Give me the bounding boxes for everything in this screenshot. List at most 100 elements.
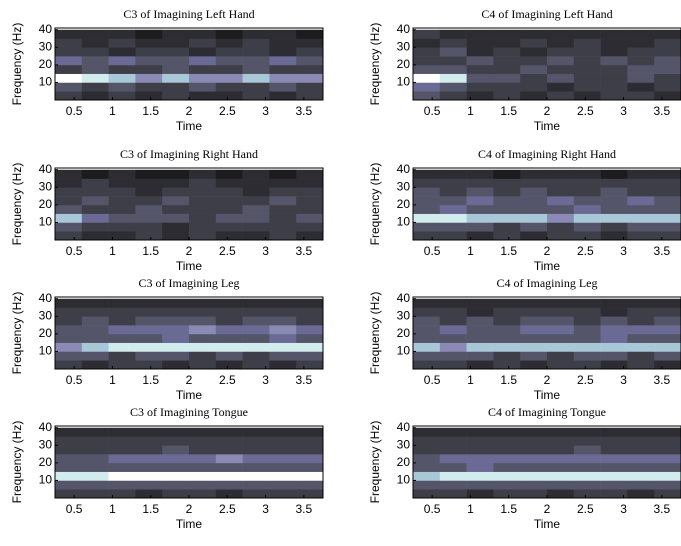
cell bbox=[654, 169, 681, 179]
cell bbox=[573, 73, 601, 83]
cell bbox=[600, 316, 628, 326]
x-tick-label: 2 bbox=[186, 373, 193, 387]
cell bbox=[413, 196, 441, 206]
cell bbox=[573, 480, 601, 490]
cell bbox=[269, 333, 297, 343]
cell bbox=[573, 196, 601, 206]
cell bbox=[108, 342, 136, 352]
cell bbox=[189, 436, 217, 446]
cell bbox=[215, 462, 243, 472]
cell bbox=[547, 178, 575, 188]
cell bbox=[573, 187, 601, 197]
cell bbox=[520, 333, 548, 343]
cell bbox=[439, 213, 467, 223]
cell bbox=[189, 298, 217, 308]
cell bbox=[600, 82, 628, 92]
cell bbox=[600, 178, 628, 188]
cell bbox=[135, 82, 163, 92]
cell bbox=[627, 445, 655, 455]
y-tick-label: 30 bbox=[39, 308, 53, 322]
cell bbox=[413, 82, 441, 92]
x-tick-label: 2 bbox=[544, 502, 551, 516]
cell bbox=[162, 73, 190, 83]
cell bbox=[215, 169, 243, 179]
cell bbox=[55, 351, 83, 361]
x-tick-label: 1 bbox=[467, 373, 474, 387]
cell bbox=[600, 47, 628, 57]
cell bbox=[55, 471, 83, 481]
cell bbox=[413, 38, 441, 48]
cell bbox=[573, 56, 601, 66]
cell bbox=[135, 91, 163, 101]
cell bbox=[242, 187, 270, 197]
cell bbox=[573, 360, 601, 370]
x-tick-label: 0.5 bbox=[424, 244, 441, 258]
x-tick-label: 2 bbox=[186, 502, 193, 516]
cell bbox=[600, 307, 628, 317]
cell bbox=[296, 307, 324, 317]
cell bbox=[600, 480, 628, 490]
cell bbox=[547, 73, 575, 83]
cell bbox=[242, 222, 270, 232]
x-tick-label: 3 bbox=[620, 244, 627, 258]
cell bbox=[55, 213, 83, 223]
cell bbox=[135, 445, 163, 455]
x-tick-label: 3 bbox=[262, 104, 269, 118]
cell bbox=[189, 351, 217, 361]
cell bbox=[547, 325, 575, 335]
cell bbox=[242, 316, 270, 326]
x-tick-label: 2 bbox=[186, 244, 193, 258]
cell bbox=[520, 178, 548, 188]
cell bbox=[466, 73, 494, 83]
cell bbox=[296, 325, 324, 335]
cell bbox=[162, 64, 190, 74]
cell bbox=[189, 82, 217, 92]
cell bbox=[627, 222, 655, 232]
y-tick-label: 10 bbox=[397, 473, 411, 487]
cell bbox=[627, 47, 655, 57]
x-axis-label: Time bbox=[534, 259, 561, 273]
cell bbox=[215, 480, 243, 490]
cell bbox=[654, 222, 681, 232]
y-tick-label: 10 bbox=[397, 75, 411, 89]
cell bbox=[162, 91, 190, 101]
cell bbox=[413, 471, 441, 481]
cell bbox=[55, 480, 83, 490]
cell bbox=[413, 360, 441, 370]
cell bbox=[296, 316, 324, 326]
cell bbox=[413, 73, 441, 83]
x-axis-label: Time bbox=[176, 517, 203, 531]
cell bbox=[189, 29, 217, 39]
cell bbox=[296, 29, 324, 39]
cell bbox=[189, 204, 217, 214]
cell bbox=[55, 169, 83, 179]
cell bbox=[296, 454, 324, 464]
x-tick-label: 3 bbox=[620, 104, 627, 118]
cell bbox=[439, 360, 467, 370]
cell bbox=[108, 427, 136, 437]
cell bbox=[55, 47, 83, 57]
cell bbox=[215, 47, 243, 57]
cell bbox=[627, 169, 655, 179]
cell bbox=[627, 342, 655, 352]
y-tick-label: 20 bbox=[39, 326, 53, 340]
cell bbox=[439, 187, 467, 197]
cell bbox=[520, 169, 548, 179]
cell bbox=[215, 325, 243, 335]
cell bbox=[573, 204, 601, 214]
cell bbox=[493, 38, 521, 48]
cell bbox=[627, 56, 655, 66]
cell bbox=[439, 480, 467, 490]
cell bbox=[600, 91, 628, 101]
cell bbox=[81, 56, 109, 66]
cell bbox=[135, 38, 163, 48]
cell bbox=[439, 454, 467, 464]
chart-title: C4 of Imagining Right Hand bbox=[478, 147, 616, 161]
cell bbox=[55, 333, 83, 343]
cell bbox=[439, 222, 467, 232]
cell bbox=[81, 29, 109, 39]
cell bbox=[654, 360, 681, 370]
cell bbox=[600, 73, 628, 83]
cell bbox=[493, 213, 521, 223]
